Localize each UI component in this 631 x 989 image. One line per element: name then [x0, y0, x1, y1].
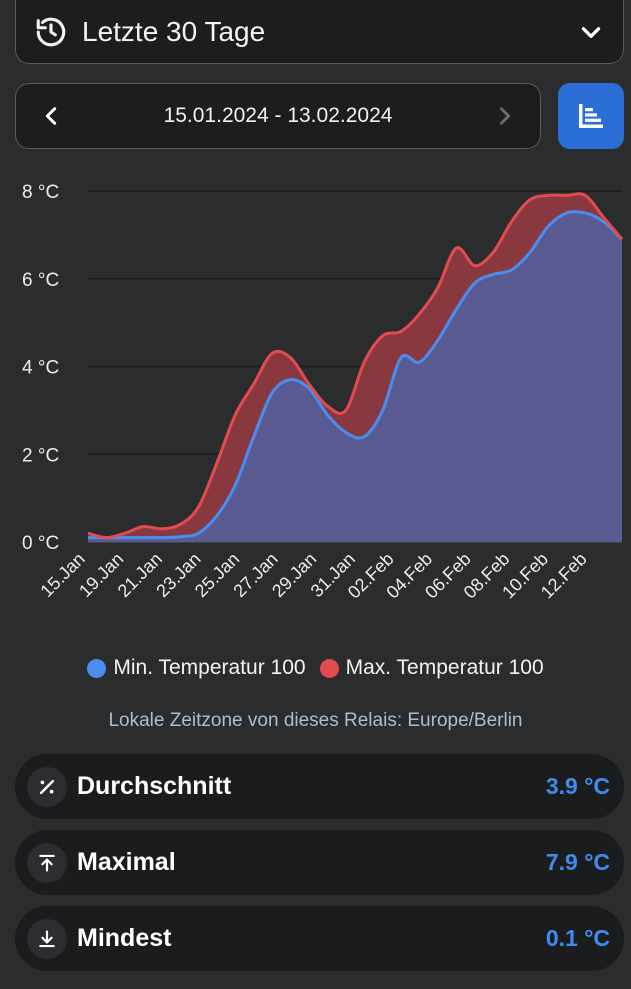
- chevron-down-icon: [577, 18, 605, 46]
- date-range-navigator: 15.01.2024 - 13.02.2024: [15, 83, 541, 149]
- temperature-chart: 0 °C 2 °C 4 °C 6 °C 8 °C 15.Jan 19.Jan 21.Jan 23…: [0, 165, 631, 655]
- stat-average-label: Durchschnitt: [77, 772, 232, 800]
- previous-period-button[interactable]: [38, 101, 64, 131]
- y-tick-label: 2 °C: [22, 445, 59, 466]
- legend-label-min: Min. Temperatur 100: [113, 656, 306, 679]
- chevron-right-icon: [499, 107, 511, 125]
- legend-item-max[interactable]: Max. Temperatur 100: [319, 656, 544, 680]
- chart-legend: Min. Temperatur 100 Max. Temperatur 100: [0, 652, 631, 684]
- stat-average-value: 3.9 °C: [545, 773, 610, 799]
- y-tick-label: 4 °C: [22, 358, 59, 379]
- legend-label-max: Max. Temperatur 100: [345, 656, 544, 679]
- legend-dot-max: [319, 658, 339, 678]
- line-series-1: [87, 192, 624, 540]
- arrow-down-to-line-icon: [27, 918, 67, 959]
- percent-icon: [27, 766, 67, 807]
- bar-chart-icon: [579, 104, 603, 128]
- y-tick-label: 8 °C: [22, 182, 59, 203]
- stat-average: Durchschnitt 3.9 °C: [15, 754, 624, 819]
- stat-maximum-value: 7.9 °C: [545, 849, 610, 875]
- next-period-button[interactable]: [492, 101, 518, 131]
- temperature-chart-svg: 0 °C2 °C4 °C6 °C8 °C15.Jan19.Jan21.Jan23…: [22, 182, 624, 602]
- stat-minimum-label: Mindest: [77, 924, 172, 952]
- chart-view-button[interactable]: [558, 83, 624, 149]
- stat-maximum-label: Maximal: [77, 848, 176, 876]
- history-icon: [34, 15, 68, 49]
- stat-minimum-value: 0.1 °C: [545, 925, 610, 951]
- stat-minimum: Mindest 0.1 °C: [15, 906, 624, 971]
- arrow-up-to-line-icon: [27, 842, 67, 883]
- range-select-label: Letzte 30 Tage: [82, 15, 266, 47]
- y-tick-label: 0 °C: [22, 533, 59, 554]
- legend-item-min[interactable]: Min. Temperatur 100: [87, 656, 306, 680]
- range-select[interactable]: Letzte 30 Tage: [15, 0, 624, 64]
- line-series-0: [88, 210, 624, 540]
- legend-dot-min: [87, 658, 107, 678]
- stat-maximum: Maximal 7.9 °C: [15, 830, 624, 895]
- area-min-fill: [88, 211, 622, 542]
- timezone-note: Lokale Zeitzone von dieses Relais: Europ…: [108, 710, 523, 731]
- y-tick-label: 6 °C: [22, 270, 59, 291]
- date-range-text: 15.01.2024 - 13.02.2024: [163, 104, 393, 127]
- chevron-left-icon: [45, 107, 57, 125]
